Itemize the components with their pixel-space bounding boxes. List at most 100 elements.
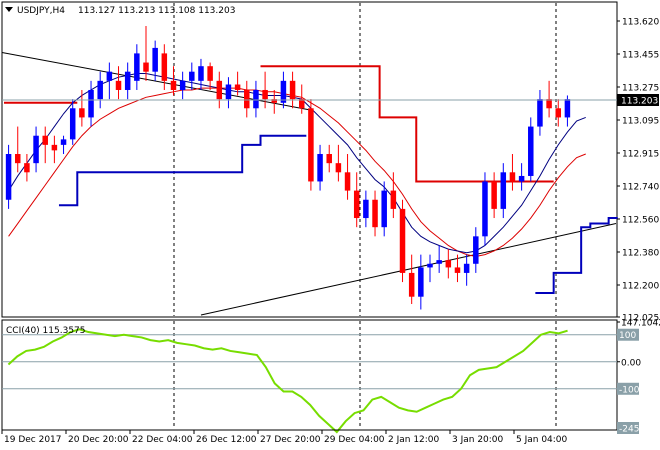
candle-body	[271, 99, 278, 103]
candle-body	[115, 80, 122, 90]
fast-moving-average	[8, 73, 586, 254]
time-axis: 19 Dec 2017 20 Dec 20:00 22 Dec 04:00 26 De…	[1, 429, 617, 445]
current-price-label: 113.203	[621, 97, 658, 107]
price-tick-label: 113.275	[622, 84, 659, 94]
candle-body	[463, 263, 470, 273]
candle-body	[482, 181, 488, 237]
cci-level-tag	[617, 382, 639, 395]
trendlines[interactable]	[1, 51, 617, 316]
candle-body	[124, 71, 131, 90]
candle-body	[363, 199, 369, 219]
candlesticks	[5, 25, 571, 310]
candle-body	[152, 47, 158, 72]
candle-body	[170, 80, 177, 90]
candle-body	[509, 172, 516, 182]
candle-body	[473, 236, 479, 264]
candle-body	[436, 260, 442, 264]
trailing-stop-lines	[4, 65, 618, 295]
candle-body	[198, 66, 204, 81]
candle-body	[317, 154, 323, 182]
time-tick-label: 27 Dec 20:00	[260, 435, 321, 445]
candle-body	[42, 135, 48, 145]
price-tick-label: 113.455	[622, 51, 659, 61]
candle-body	[24, 163, 30, 173]
candle-body	[381, 190, 387, 228]
candle-body	[60, 139, 67, 145]
price-tick-label: 112.740	[622, 183, 659, 193]
candle-body	[253, 89, 259, 109]
candle-body	[427, 263, 433, 268]
candle-body	[289, 80, 296, 100]
time-tick-label: 19 Dec 2017	[4, 435, 62, 445]
candle-body	[134, 53, 140, 81]
candle-body	[528, 126, 534, 176]
ohlc-values: 113.127 113.213 113.108 113.203	[78, 6, 235, 16]
candle-body	[454, 267, 461, 273]
candle-body	[298, 99, 305, 109]
candle-body	[537, 99, 543, 127]
candle-body	[555, 108, 562, 118]
current-price-tag	[617, 94, 659, 106]
cci-level-tag	[617, 328, 639, 341]
candle-body	[500, 172, 507, 209]
triangle-down-icon[interactable]	[5, 7, 13, 12]
cci-tick-label: 100	[619, 331, 636, 341]
candle-body	[564, 99, 571, 118]
price-tick-label: 112.915	[622, 150, 659, 160]
time-tick-label: 2 Jan 12:00	[388, 435, 440, 445]
cci-tick-label: -245.1718	[619, 425, 660, 435]
candle-body	[207, 66, 213, 81]
candle-body	[491, 181, 497, 209]
lower-stop-line	[58, 134, 618, 295]
trendline[interactable]	[1, 51, 311, 111]
price-tick-label: 113.095	[622, 117, 659, 127]
cci-axis: 147.1042 100 0.00 -100 -245.1718	[617, 319, 660, 435]
cci-tick-label: 147.1042	[621, 319, 660, 329]
time-tick-label: 20 Dec 20:00	[68, 435, 129, 445]
slow-moving-average	[8, 87, 586, 257]
price-tick-label: 112.560	[622, 216, 659, 226]
trendline[interactable]	[200, 223, 617, 316]
price-panel[interactable]	[1, 1, 618, 318]
candle-body	[308, 108, 314, 182]
candle-body	[225, 84, 232, 100]
candle-body	[353, 190, 360, 219]
candle-body	[179, 80, 186, 90]
price-axis: 113.620 113.455 113.275 113.095 112.915 112.7…	[617, 18, 659, 324]
candle-body	[344, 172, 351, 191]
candle-body	[546, 99, 552, 109]
cci-level-tag	[617, 422, 639, 434]
candle-body	[69, 108, 76, 140]
chart-header: USDJPY,H4 113.127 113.213 113.108 113.20…	[5, 6, 235, 16]
vertical-grid	[173, 3, 557, 316]
candle-body	[97, 80, 103, 100]
candle-body	[216, 80, 223, 100]
candle-body	[335, 163, 342, 173]
candle-body	[79, 108, 85, 118]
cci-tick-label: 0.00	[621, 358, 641, 368]
candle-body	[234, 84, 241, 90]
candle-body	[418, 267, 424, 297]
time-tick-label: 26 Dec 12:00	[196, 435, 257, 445]
symbol-label: USDJPY,H4	[17, 6, 65, 16]
candle-body	[51, 144, 58, 151]
candle-body	[189, 71, 195, 81]
candle-body	[445, 260, 452, 268]
cci-title: CCI(40) 115.3575	[6, 326, 86, 336]
price-panel-frame	[1, 1, 618, 318]
candle-body	[518, 175, 525, 182]
candle-body	[390, 190, 397, 209]
time-tick-label: 3 Jan 20:00	[452, 435, 504, 445]
cci-tick-label: -100	[619, 385, 640, 395]
time-tick-label: 29 Dec 04:00	[324, 435, 385, 445]
candle-body	[326, 154, 332, 164]
candle-body	[280, 80, 287, 103]
time-tick-label: 5 Jan 04:00	[516, 435, 568, 445]
candle-body	[88, 89, 94, 118]
candle-body	[244, 89, 250, 109]
candle-body	[399, 208, 406, 273]
price-tick-label: 112.025	[622, 314, 659, 324]
candle-body	[372, 199, 378, 228]
